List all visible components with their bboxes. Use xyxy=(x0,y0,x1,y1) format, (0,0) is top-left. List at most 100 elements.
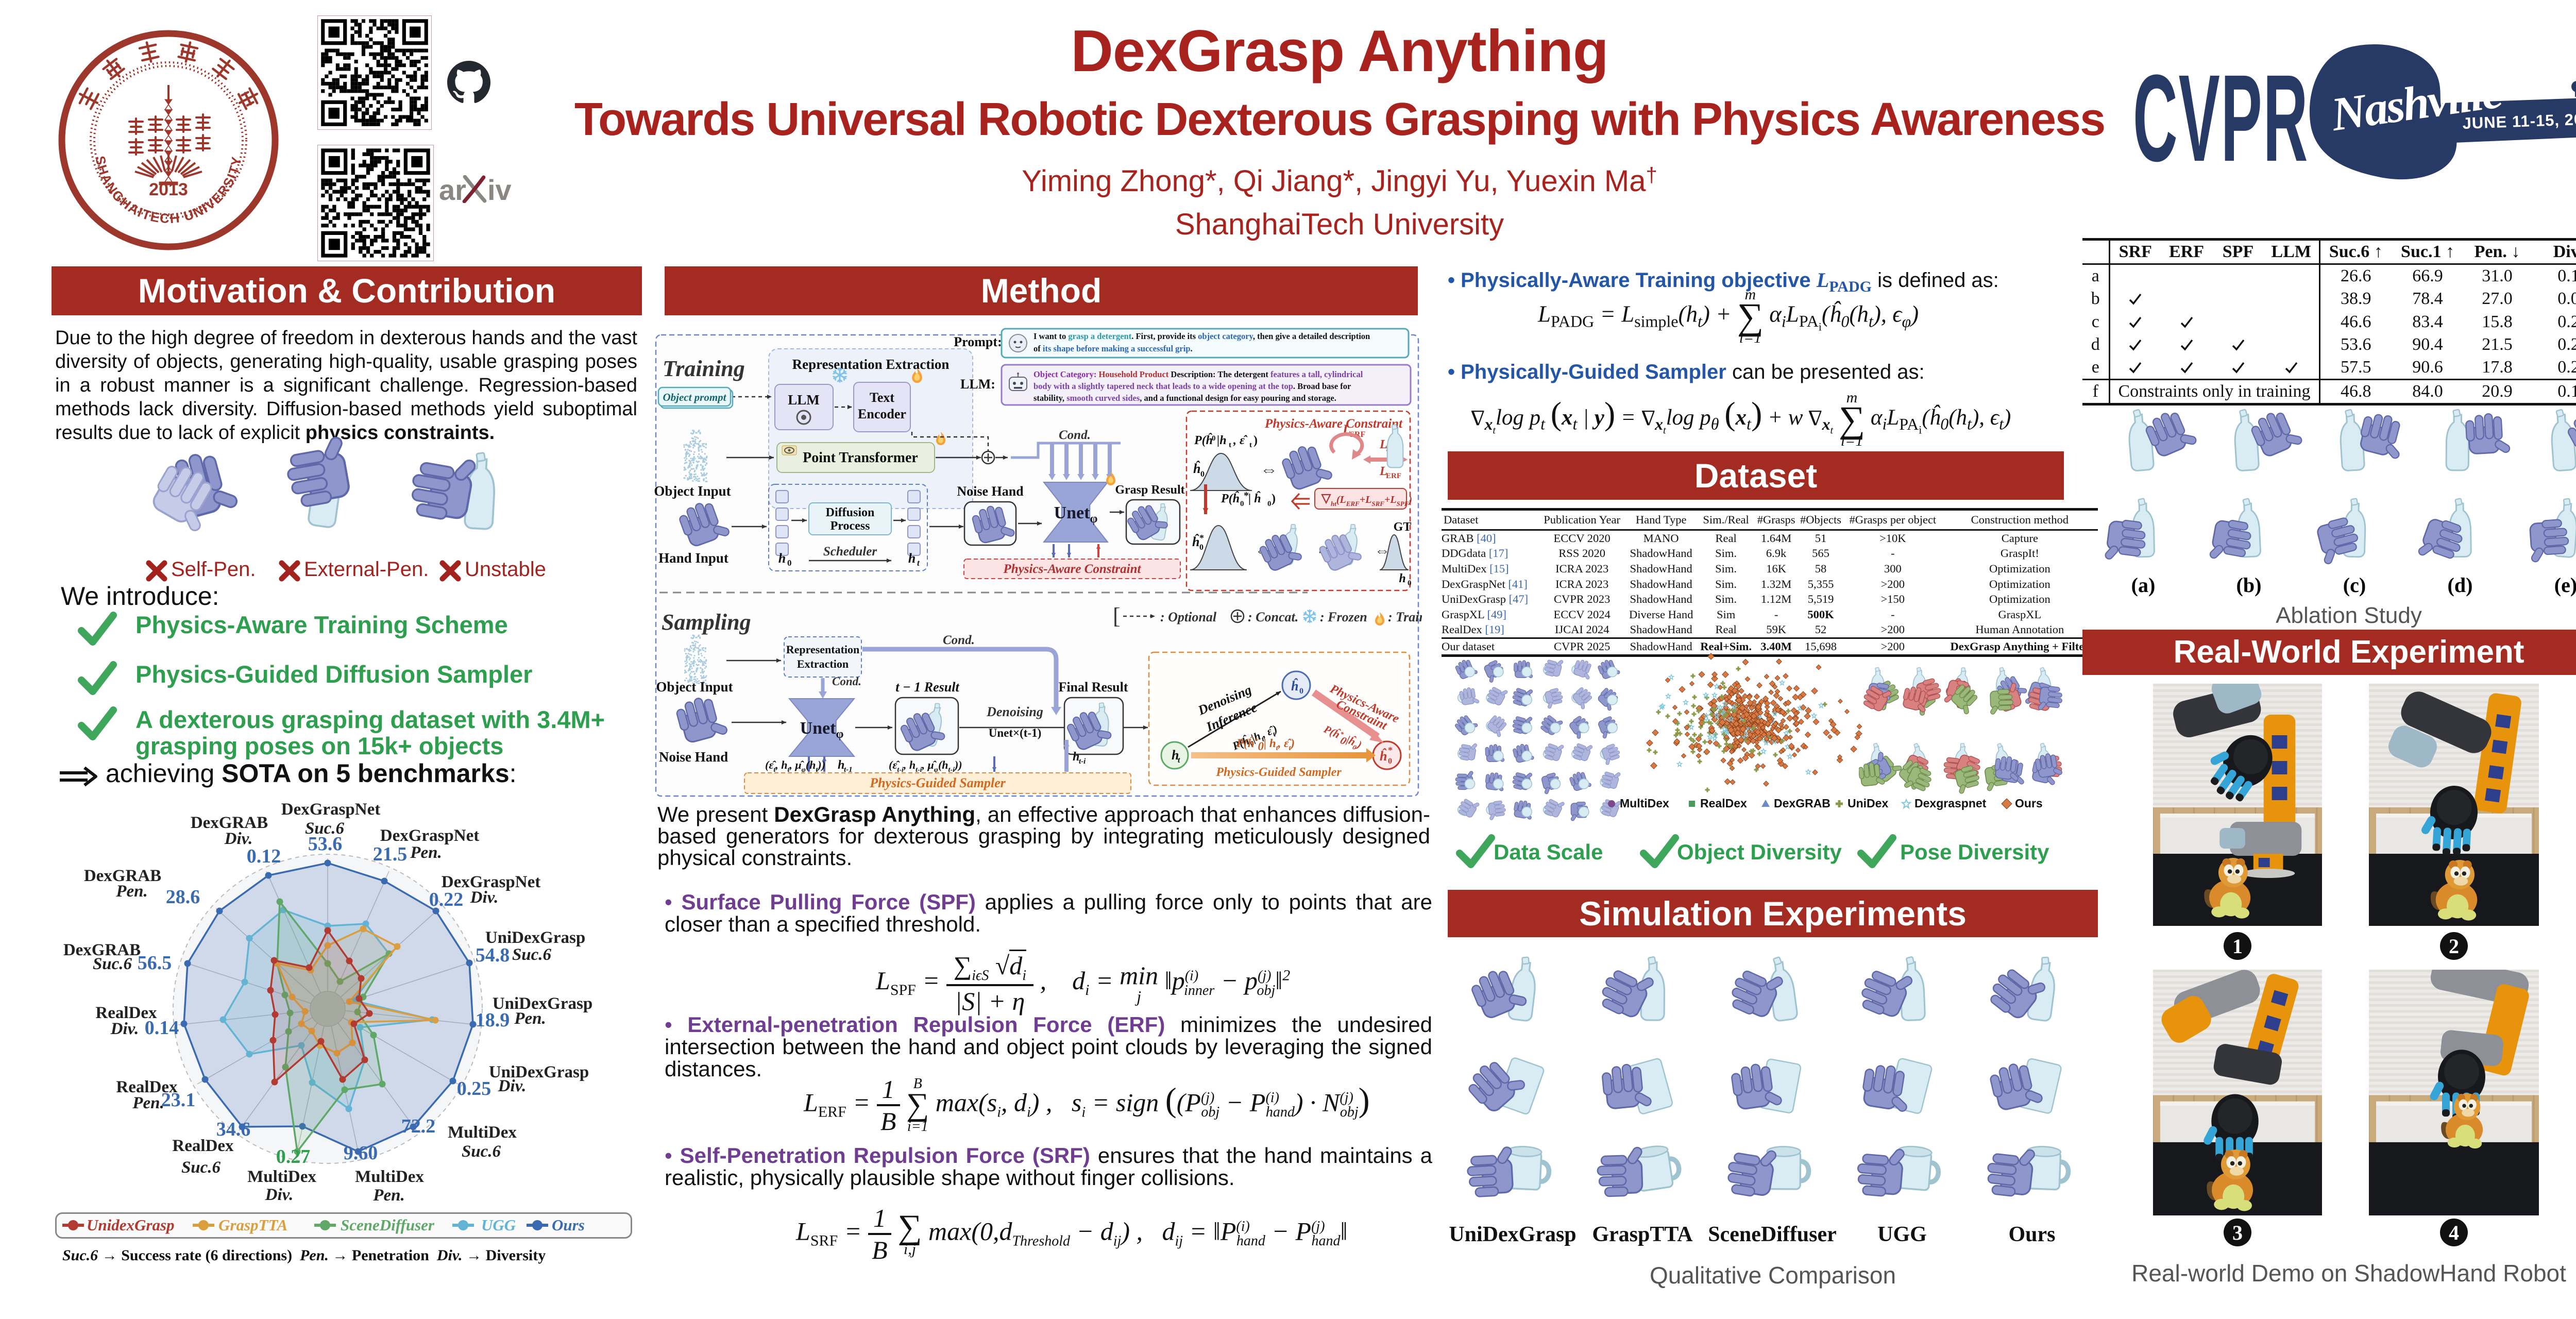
svg-text:t-i: t-i xyxy=(1079,757,1086,766)
svg-text:DexGRAB: DexGRAB xyxy=(1774,797,1831,810)
svg-text:56.5: 56.5 xyxy=(138,952,172,974)
svg-text:Scheduler: Scheduler xyxy=(823,545,877,559)
svg-text:Suc.6: Suc.6 xyxy=(93,955,132,973)
svg-text:21.5: 21.5 xyxy=(373,843,408,865)
svg-text:Noise Hand: Noise Hand xyxy=(659,749,728,765)
svg-text:t − 1 Result: t − 1 Result xyxy=(895,680,959,695)
svg-text:9.60: 9.60 xyxy=(344,1142,378,1164)
svg-text:: Concat.: : Concat. xyxy=(1248,610,1298,624)
svg-text:0.22: 0.22 xyxy=(429,889,464,910)
svg-text:0: 0 xyxy=(1299,687,1303,696)
svg-text:JUNE 11-15, 2025: JUNE 11-15, 2025 xyxy=(2462,110,2576,132)
svg-text:CVPR: CVPR xyxy=(2133,49,2309,185)
svg-text:Prompt:: Prompt: xyxy=(954,334,1002,349)
svg-text:P(ĥ: P(ĥ xyxy=(1221,492,1240,505)
svg-text:RealDex: RealDex xyxy=(116,1078,178,1096)
svg-text:0: 0 xyxy=(787,558,792,568)
svg-text:DexGraspNet: DexGraspNet xyxy=(380,826,479,845)
svg-text:): ) xyxy=(1253,434,1258,447)
svg-text:Extraction: Extraction xyxy=(797,657,849,670)
svg-text:RealDex: RealDex xyxy=(1700,797,1747,810)
svg-text:UniDexGrasp: UniDexGrasp xyxy=(493,994,592,1013)
svg-text:Ours: Ours xyxy=(2015,797,2043,810)
svg-text:0.12: 0.12 xyxy=(247,845,281,867)
svg-text:ĥ: ĥ xyxy=(1192,534,1199,549)
svg-text:Object Category: Household Pro: Object Category: Household Product Descr… xyxy=(1033,369,1363,379)
svg-text:ht(LERF+LSRF+LSPF): ht(LERF+LSRF+LSPF) xyxy=(1331,494,1412,508)
svg-text:Object Input: Object Input xyxy=(656,679,733,695)
svg-text:Div.: Div. xyxy=(470,888,499,907)
svg-text:0.27: 0.27 xyxy=(276,1146,311,1168)
svg-text:DexGraspNet: DexGraspNet xyxy=(442,873,540,891)
svg-text:Cond.: Cond. xyxy=(1059,428,1091,442)
svg-text:MultiDex: MultiDex xyxy=(448,1123,517,1142)
svg-text:Object Input: Object Input xyxy=(654,483,731,499)
svg-text:Text: Text xyxy=(870,390,894,405)
svg-text:: Train: : Train xyxy=(1388,610,1422,624)
svg-text:Physics-Aware Constraint: Physics-Aware Constraint xyxy=(1264,417,1403,431)
svg-text:h: h xyxy=(838,758,844,772)
svg-text:Div.: Div. xyxy=(265,1186,294,1204)
svg-text:h: h xyxy=(778,551,786,566)
svg-text:*: * xyxy=(1388,745,1393,755)
svg-text:Object prompt: Object prompt xyxy=(663,391,726,403)
svg-text:53.6: 53.6 xyxy=(308,833,343,855)
svg-text:t: t xyxy=(917,558,920,568)
svg-text:DexGRAB: DexGRAB xyxy=(84,867,161,885)
svg-text:stability, smooth curved sides: stability, smooth curved sides, and a fu… xyxy=(1033,393,1336,403)
svg-text:0: 0 xyxy=(1408,579,1412,587)
svg-text:Pen.: Pen. xyxy=(410,843,442,862)
svg-text:2013: 2013 xyxy=(149,180,188,199)
svg-text:Final Result: Final Result xyxy=(1058,680,1128,695)
svg-text:P(ĥ: P(ĥ xyxy=(1194,433,1213,447)
svg-text:34.6: 34.6 xyxy=(216,1119,251,1140)
svg-text:⇔: ⇔ xyxy=(1260,460,1278,479)
svg-text:0: 0 xyxy=(1267,500,1272,508)
svg-text:Cond.: Cond. xyxy=(943,633,975,647)
svg-text:Suc.6: Suc.6 xyxy=(512,945,552,964)
svg-text:0: 0 xyxy=(1212,434,1216,443)
svg-text:54.8: 54.8 xyxy=(476,944,510,966)
svg-text:Process: Process xyxy=(831,519,870,533)
svg-text:Physics-Guided Sampler: Physics-Guided Sampler xyxy=(1215,766,1342,779)
svg-text:Suc.6: Suc.6 xyxy=(305,819,345,838)
svg-text:MultiDex: MultiDex xyxy=(1620,797,1669,810)
svg-text:Pen.: Pen. xyxy=(514,1009,546,1028)
svg-text:Representation: Representation xyxy=(786,643,860,656)
svg-text:DexGraspNet: DexGraspNet xyxy=(281,800,380,819)
svg-text:Physics-Aware Constraint: Physics-Aware Constraint xyxy=(1003,562,1142,576)
svg-text:MultiDex: MultiDex xyxy=(247,1168,316,1186)
svg-text:0.14: 0.14 xyxy=(145,1017,179,1039)
svg-text:of its shape before making a s: of its shape before making a successful … xyxy=(1033,344,1193,353)
svg-text:1: 1 xyxy=(2232,935,2243,958)
svg-text:ĥ: ĥ xyxy=(1291,679,1298,694)
svg-text:Training: Training xyxy=(663,356,745,381)
svg-text:Pen.: Pen. xyxy=(372,1186,404,1205)
svg-text:: Frozen: : Frozen xyxy=(1320,610,1367,624)
svg-text:Dexgraspnet: Dexgraspnet xyxy=(1914,797,1987,810)
svg-text:Pen.: Pen. xyxy=(132,1094,164,1112)
svg-text:t: t xyxy=(1249,441,1252,449)
svg-text:LLM:: LLM: xyxy=(960,377,995,392)
svg-text:DexGRAB: DexGRAB xyxy=(63,941,141,959)
svg-text:Grasp Result: Grasp Result xyxy=(1115,483,1184,497)
svg-text:Cond.: Cond. xyxy=(832,675,861,688)
svg-text:Noise Hand: Noise Hand xyxy=(957,484,1024,499)
svg-text:Physics-Guided Sampler: Physics-Guided Sampler xyxy=(869,775,1006,790)
svg-text:|h: |h xyxy=(1217,434,1227,447)
svg-text:UniDex: UniDex xyxy=(1848,797,1888,810)
svg-text:4: 4 xyxy=(2449,1221,2459,1244)
svg-text:Denoising: Denoising xyxy=(986,704,1043,719)
svg-text:Div.: Div. xyxy=(110,1020,139,1038)
svg-text:L: L xyxy=(1379,465,1387,478)
svg-text:body with a slightly tapered n: body with a slightly tapered neck that l… xyxy=(1033,381,1351,391)
svg-text:0: 0 xyxy=(1240,500,1244,508)
svg-text:ĥ: ĥ xyxy=(1380,749,1387,764)
svg-text:t: t xyxy=(1178,756,1180,765)
svg-text:0: 0 xyxy=(1199,543,1204,552)
svg-text:| ĥ: | ĥ xyxy=(1248,492,1261,505)
svg-text:Suc.6: Suc.6 xyxy=(462,1142,501,1161)
svg-text:Suc.6: Suc.6 xyxy=(181,1158,221,1177)
svg-text:0: 0 xyxy=(1200,470,1205,479)
svg-text:t-1: t-1 xyxy=(844,766,853,774)
